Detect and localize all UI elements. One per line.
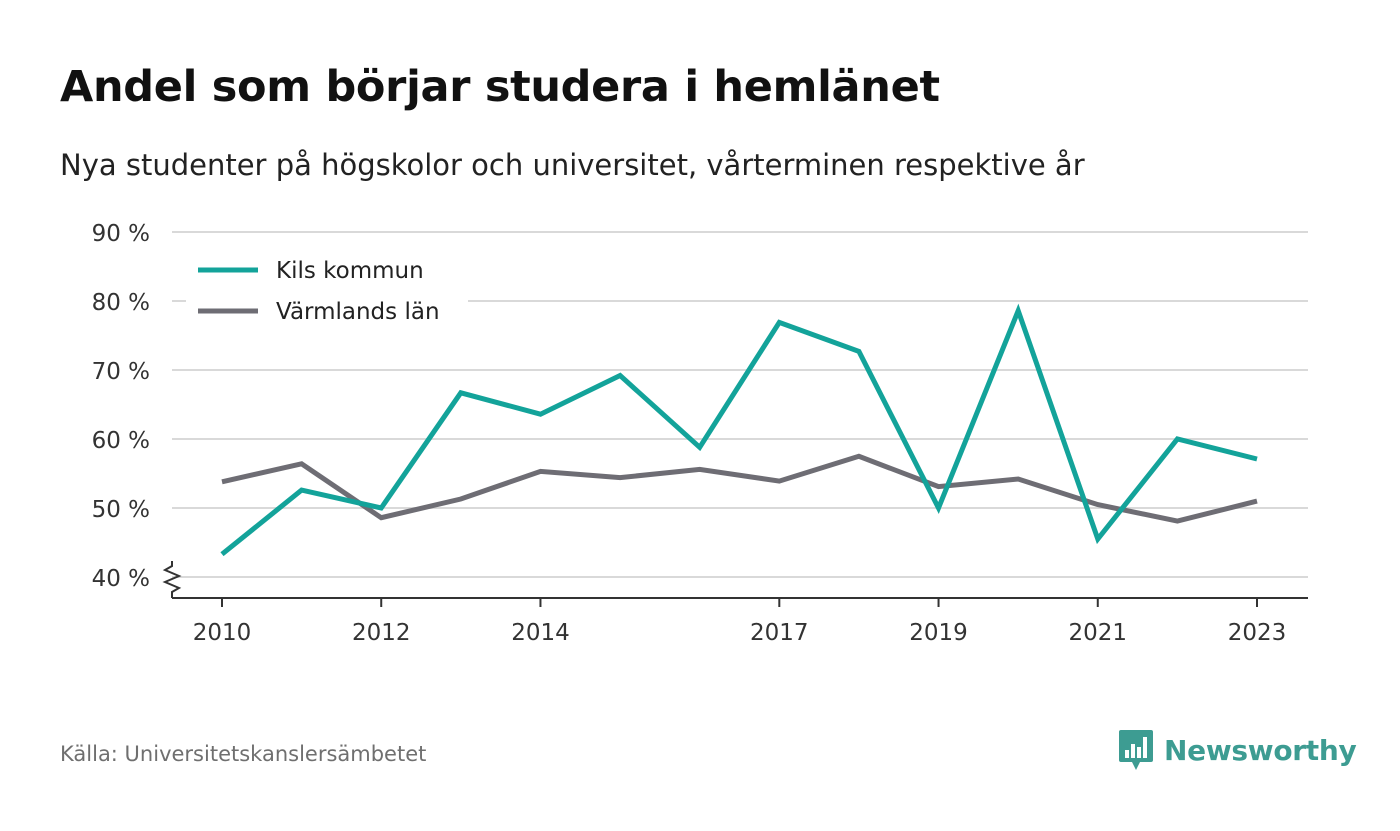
chart-subtitle: Nya studenter på högskolor och universit… [60,148,1085,182]
legend-label: Kils kommun [276,258,424,284]
y-tick-label: 90 % [92,221,150,247]
chart-title: Andel som börjar studera i hemlänet [60,62,940,112]
x-tick-label: 2017 [750,620,809,646]
y-tick-label: 50 % [92,497,150,523]
x-tick-label: 2021 [1068,620,1127,646]
y-tick-label: 80 % [92,290,150,316]
x-tick-label: 2014 [511,620,570,646]
x-tick-label: 2019 [909,620,968,646]
series-line-kils-kommun [220,303,1258,557]
source-note: Källa: Universitetskanslersämbetet [60,742,427,766]
y-tick-label: 60 % [92,428,150,454]
x-tick-label: 2023 [1228,620,1287,646]
axis-break-icon [162,561,182,598]
brand-name: Newsworthy [1164,733,1357,767]
axes [162,561,1308,599]
line-chart: 40 %50 %60 %70 %80 %90 % 2010 2012 2014 201… [92,221,1308,646]
legend: Kils kommun Värmlands län [186,244,468,336]
series-line-värmlands-län [221,453,1258,524]
y-tick-label: 40 % [92,566,150,592]
x-tick-label: 2010 [193,620,252,646]
brand-logo: Newsworthy [1118,728,1357,772]
y-tick-label: 70 % [92,359,150,385]
y-tick-labels: 40 % 50 % 60 % 70 % 80 % 90 % [92,221,150,592]
x-tick-label: 2012 [352,620,411,646]
legend-background [186,244,468,336]
x-tick-labels: 2010 2012 2014 2017 2019 2021 2023 [193,598,1287,646]
newsworthy-logo-icon [1119,730,1153,770]
legend-label: Värmlands län [276,299,440,325]
series-lines [220,303,1258,557]
